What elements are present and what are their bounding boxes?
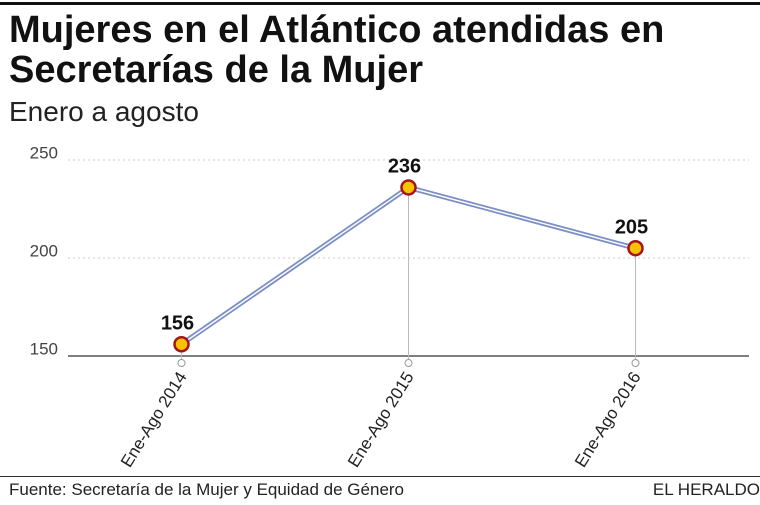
bottom-rule: [0, 476, 760, 477]
y-tick-label: 150: [30, 339, 58, 358]
data-label: 236: [388, 156, 421, 178]
point: [627, 239, 644, 257]
brand: EL HERALDO: [652, 480, 760, 499]
y-tick-label: 250: [30, 143, 58, 162]
chart-title: Mujeres en el Atlántico atendidas en Sec…: [9, 9, 665, 91]
data-label: 205: [615, 216, 648, 238]
x-tick-label: Ene-Ago 2014: [117, 368, 191, 470]
source-note: Fuente: Secretaría de la Mujer y Equidad…: [9, 480, 405, 499]
top-rule: [0, 2, 760, 5]
y-tick-label: 200: [30, 241, 58, 260]
x-tick-label: Ene-Ago 2016: [571, 368, 645, 470]
category-tick: [404, 359, 413, 367]
chart-subtitle: Enero a agosto: [9, 96, 199, 127]
point: [173, 335, 190, 353]
x-tick-label: Ene-Ago 2015: [344, 368, 418, 470]
data-label: 156: [161, 313, 194, 335]
category-tick: [177, 359, 186, 367]
point: [400, 179, 417, 196]
category-tick: [631, 359, 640, 367]
chart: 150 200 250 Ene-Ago 2014 Ene-Ago 2015 Ene-Ago…: [30, 143, 749, 471]
